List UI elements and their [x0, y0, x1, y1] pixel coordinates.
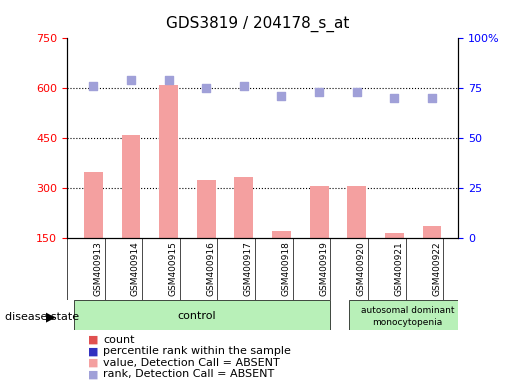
- Text: autosomal dominant: autosomal dominant: [361, 306, 454, 315]
- Point: [428, 95, 436, 101]
- Text: ▶: ▶: [46, 310, 56, 323]
- Text: rank, Detection Call = ABSENT: rank, Detection Call = ABSENT: [103, 369, 274, 379]
- Text: GSM400918: GSM400918: [282, 241, 290, 296]
- Bar: [347, 187, 366, 238]
- Point: [390, 95, 399, 101]
- Text: GSM400916: GSM400916: [206, 241, 215, 296]
- Text: GSM400917: GSM400917: [244, 241, 253, 296]
- Point: [278, 93, 286, 99]
- Point: [127, 77, 135, 83]
- Bar: [75, 300, 331, 330]
- Point: [239, 83, 248, 89]
- Text: ■: ■: [88, 346, 98, 356]
- Text: GSM400922: GSM400922: [432, 241, 441, 296]
- Text: disease state: disease state: [5, 312, 79, 322]
- Bar: [349, 300, 466, 330]
- Point: [353, 89, 361, 95]
- Bar: [197, 180, 216, 238]
- Text: control: control: [178, 311, 216, 321]
- Point: [315, 89, 323, 95]
- Text: GSM400915: GSM400915: [168, 241, 178, 296]
- Bar: [423, 227, 441, 238]
- Text: ■: ■: [88, 358, 98, 368]
- Bar: [272, 232, 291, 238]
- Text: GSM400921: GSM400921: [394, 241, 403, 296]
- Text: ■: ■: [88, 335, 98, 345]
- Text: GSM400914: GSM400914: [131, 241, 140, 296]
- Text: value, Detection Call = ABSENT: value, Detection Call = ABSENT: [103, 358, 280, 368]
- Bar: [122, 135, 141, 238]
- Bar: [234, 177, 253, 238]
- Text: ■: ■: [88, 369, 98, 379]
- Text: GSM400919: GSM400919: [319, 241, 328, 296]
- Bar: [159, 85, 178, 238]
- Text: GSM400913: GSM400913: [93, 241, 102, 296]
- Bar: [385, 233, 404, 238]
- Text: monocytopenia: monocytopenia: [372, 318, 443, 327]
- Point: [89, 83, 97, 89]
- Text: count: count: [103, 335, 134, 345]
- Point: [202, 85, 210, 91]
- Text: percentile rank within the sample: percentile rank within the sample: [103, 346, 291, 356]
- Text: GDS3819 / 204178_s_at: GDS3819 / 204178_s_at: [166, 15, 349, 31]
- Text: GSM400920: GSM400920: [357, 241, 366, 296]
- Bar: [310, 187, 329, 238]
- Bar: [84, 172, 102, 238]
- Point: [164, 77, 173, 83]
